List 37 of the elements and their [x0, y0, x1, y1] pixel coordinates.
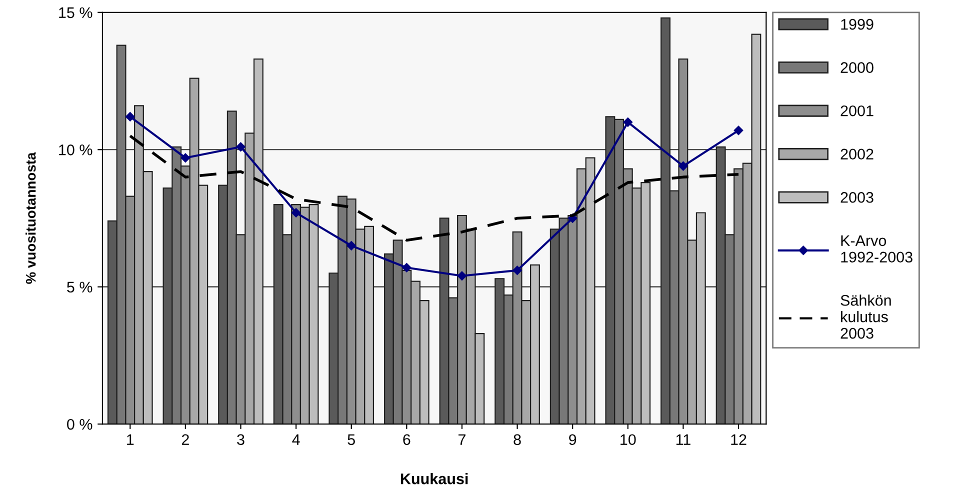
x-tick-label: 4: [292, 434, 300, 445]
x-axis-title: Kuukausi: [400, 473, 468, 484]
point: [180, 153, 190, 162]
y-tick-label: 10 %: [59, 144, 92, 156]
point: [126, 112, 135, 122]
x-tick-label: 3: [237, 434, 244, 446]
x-tick-label: 7: [458, 434, 466, 445]
point: [236, 142, 246, 152]
point: [734, 126, 744, 136]
x-tick-label: 9: [569, 434, 576, 446]
legend-label: 2002: [840, 148, 874, 160]
legend-label: 2001: [840, 105, 874, 116]
x-tick-label: 12: [731, 434, 746, 445]
legend-label: 1999: [841, 18, 874, 30]
x-tick-label: 10: [620, 434, 636, 446]
line-series: [128, 134, 740, 242]
point: [346, 241, 356, 250]
legend-label: 2000: [840, 62, 874, 74]
x-tick-label: 8: [514, 434, 521, 446]
x-tick-label: 5: [348, 434, 355, 446]
point: [291, 208, 301, 218]
legend-label: K-Arvo 1992-2003: [841, 235, 912, 263]
x-tick-label: 6: [403, 434, 410, 446]
point: [678, 161, 688, 171]
y-tick-label: 15 %: [59, 7, 92, 18]
point: [457, 271, 467, 280]
x-tick-label: 1: [127, 434, 134, 445]
y-tick-label: 5 %: [67, 282, 92, 293]
y-axis-title: % vuosituotannosta: [26, 152, 36, 284]
legend-label: 2003: [840, 192, 874, 203]
point: [512, 266, 522, 276]
point: [402, 263, 412, 272]
legend-label: Sähkön kulutus 2003: [840, 294, 891, 339]
point: [623, 118, 633, 127]
x-tick-label: 2: [182, 434, 189, 445]
y-tick-label: 0 %: [67, 418, 92, 430]
x-tick-label: 11: [676, 434, 690, 445]
